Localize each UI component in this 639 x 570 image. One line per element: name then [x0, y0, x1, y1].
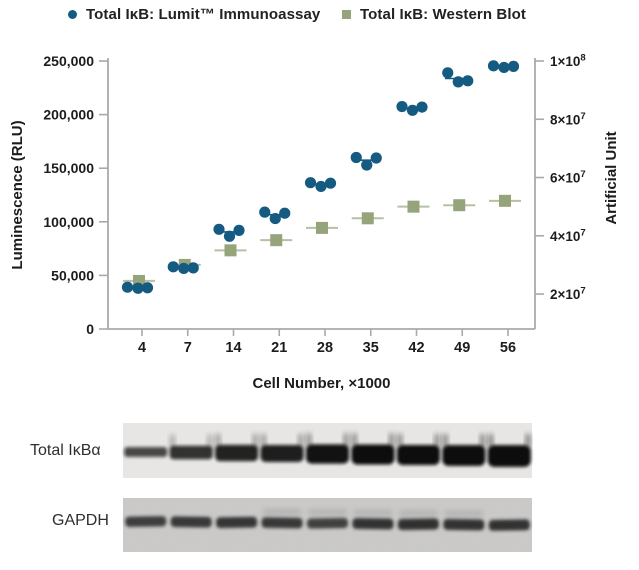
- lumit-point: [396, 100, 408, 113]
- ikba-band: [306, 444, 349, 464]
- gapdh-band: [352, 518, 394, 530]
- lumit-point: [141, 282, 154, 294]
- x-tick-label: 35: [363, 340, 379, 356]
- western-point: [407, 200, 420, 213]
- gapdh-band: [261, 517, 303, 529]
- legend-label-western: Total IκB: Western Blot: [360, 6, 526, 23]
- western-point: [453, 199, 466, 212]
- lumit-point: [233, 224, 245, 236]
- x-axis-title: Cell Number, ×1000: [253, 375, 391, 392]
- blot-label-total-ikba: Total IκBα: [30, 442, 101, 459]
- western-point: [361, 212, 374, 225]
- western-point: [316, 221, 328, 234]
- chart-svg: 0 50,000 100,000 150,000 200,000 250,000 2×107…: [9, 53, 620, 393]
- western-blot-image: [123, 423, 532, 552]
- right-tick-label: 1×108: [550, 53, 586, 70]
- gapdh-band: [125, 516, 167, 527]
- blot-label-gapdh: GAPDH: [52, 512, 109, 529]
- lumit-point: [361, 159, 373, 171]
- gapdh-band: [488, 519, 530, 531]
- western-point: [270, 234, 283, 247]
- lumit-point: [132, 282, 144, 294]
- left-tick-label: 250,000: [43, 53, 94, 69]
- ikba-band: [260, 445, 304, 462]
- legend-label-lumit: Total IκB: Lumit™ Immunoassay: [86, 6, 321, 23]
- western-point: [224, 244, 237, 257]
- western-point: [499, 194, 511, 207]
- ikba-band: [396, 445, 440, 465]
- right-tick-label: 6×107: [550, 169, 586, 186]
- left-tick-label: 50,000: [51, 267, 94, 283]
- right-tick-label: 2×107: [550, 286, 586, 303]
- right-axis-title: Artificial Unit: [603, 131, 620, 224]
- left-axis-title: Luminescence (RLU): [9, 120, 26, 269]
- lumit-point: [223, 230, 236, 242]
- right-tick-label: 8×107: [550, 111, 586, 128]
- ikba-band: [442, 445, 486, 466]
- lumit-point: [269, 212, 281, 225]
- x-tick-label: 7: [184, 340, 192, 356]
- lumit-point: [507, 60, 520, 72]
- ikba-band: [487, 445, 531, 467]
- lumit-point: [187, 262, 199, 274]
- lumit-point: [416, 101, 428, 113]
- x-tick-label: 14: [225, 340, 241, 356]
- ikba-band: [169, 445, 213, 460]
- lumit-point: [350, 151, 362, 164]
- x-tick-label: 49: [454, 340, 470, 356]
- ikba-band: [215, 444, 259, 462]
- lumit-point: [498, 61, 510, 74]
- lumit-point: [452, 76, 464, 88]
- lumit-point: [462, 75, 474, 87]
- square-marker-icon: [342, 10, 351, 19]
- ikba-band: [124, 447, 168, 457]
- legend-item-western: Total IκB: Western Blot: [342, 6, 526, 23]
- lumit-point: [121, 281, 134, 293]
- lumit-point: [167, 261, 179, 273]
- x-tick-label: 42: [408, 340, 424, 356]
- gapdh-band: [306, 517, 349, 529]
- left-tick-label: 0: [86, 321, 94, 337]
- gapdh-band: [216, 516, 258, 529]
- left-tick-label: 150,000: [43, 160, 94, 176]
- lumit-point: [487, 60, 500, 72]
- gapdh-band: [443, 518, 485, 531]
- lumit-point: [259, 206, 271, 218]
- ikba-band: [351, 444, 395, 465]
- legend-item-lumit: Total IκB: Lumit™ Immunoassay: [68, 6, 320, 23]
- scatter-chart: 0 50,000 100,000 150,000 200,000 250,000 2×107…: [9, 53, 620, 393]
- left-tick-label: 200,000: [43, 107, 94, 123]
- x-tick-label: 56: [500, 340, 516, 356]
- lumit-point: [279, 207, 291, 219]
- left-tick-label: 100,000: [43, 214, 94, 230]
- lumit-point: [213, 223, 225, 235]
- chart-legend: Total IκB: Lumit™ Immunoassay Total IκB:…: [0, 0, 639, 30]
- lumit-point: [370, 152, 382, 164]
- lumit-point: [315, 180, 327, 193]
- right-tick-label: 4×107: [550, 227, 586, 244]
- x-tick-label: 28: [317, 340, 333, 356]
- lumit-point: [406, 104, 419, 116]
- lumit-point: [442, 67, 454, 79]
- lumit-point: [324, 177, 337, 189]
- x-tick-label: 4: [138, 340, 146, 356]
- gapdh-band: [397, 518, 439, 530]
- gapdh-band: [170, 516, 212, 528]
- lumit-point: [304, 177, 317, 189]
- lumit-point: [178, 262, 190, 275]
- x-tick-label: 21: [271, 340, 287, 356]
- circle-marker-icon: [68, 10, 77, 19]
